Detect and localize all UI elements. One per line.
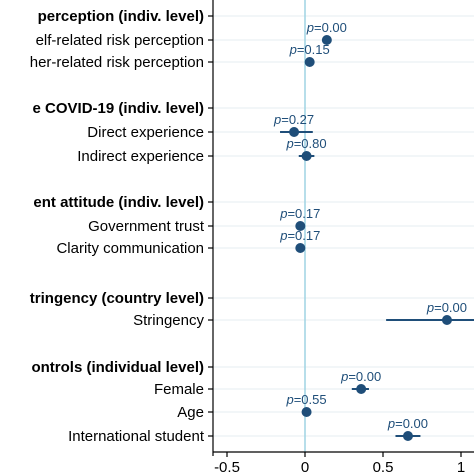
row-label: Clarity communication: [56, 240, 204, 257]
x-tick-label: 0.5: [373, 459, 394, 474]
p-value-label: p=0.00: [340, 369, 381, 384]
estimate-point: [301, 151, 312, 161]
x-axis: -0.5 0 0.5 1: [208, 0, 474, 474]
p-value-label: p=0.27: [273, 112, 314, 127]
row-label: Stringency: [133, 312, 204, 329]
estimate-point: [441, 315, 452, 325]
estimate-point: [356, 384, 367, 394]
estimate-point: [289, 127, 300, 137]
estimate-point: [295, 243, 306, 253]
p-value-label: p=0.00: [387, 416, 428, 431]
p-value-label: p=0.00: [426, 300, 467, 315]
grid-lines: [213, 0, 474, 452]
estimate-point: [402, 431, 413, 441]
p-value-label: p=0.55: [285, 392, 326, 407]
row-label: Government trust: [88, 218, 205, 235]
estimate-point: [295, 221, 306, 231]
row-label: Age: [177, 404, 204, 421]
row-label: Female: [154, 381, 204, 398]
p-value-label: p=0.80: [285, 136, 326, 151]
x-tick-label: 1: [457, 459, 465, 474]
group-header: ent attitude (indiv. level): [33, 194, 204, 211]
p-value-label: p=0.00: [306, 20, 347, 35]
group-header: perception (indiv. level): [38, 8, 204, 25]
x-tick-label: -0.5: [214, 459, 240, 474]
p-value-label: p=0.15: [289, 42, 330, 57]
p-value-label: p=0.17: [279, 228, 320, 243]
x-tick-label: 0: [301, 459, 309, 474]
group-header: e COVID-19 (indiv. level): [33, 100, 204, 117]
group-header: tringency (country level): [30, 290, 204, 307]
row-label: elf-related risk perception: [36, 32, 204, 49]
estimate-point: [321, 35, 332, 45]
row-label: Direct experience: [87, 124, 204, 141]
estimate-markers: p=0.00 p=0.15 p=0.27 p=0.80 p=0.17 p=0.17 p=0.…: [273, 20, 474, 441]
row-label: her-related risk perception: [30, 54, 204, 71]
estimate-point: [304, 57, 315, 67]
estimate-point: [301, 407, 312, 417]
row-labels: perception (indiv. level) elf-related ris…: [30, 8, 205, 445]
group-header: ontrols (individual level): [31, 359, 204, 376]
row-label: Indirect experience: [77, 148, 204, 165]
row-label: International student: [68, 428, 205, 445]
p-value-label: p=0.17: [279, 206, 320, 221]
